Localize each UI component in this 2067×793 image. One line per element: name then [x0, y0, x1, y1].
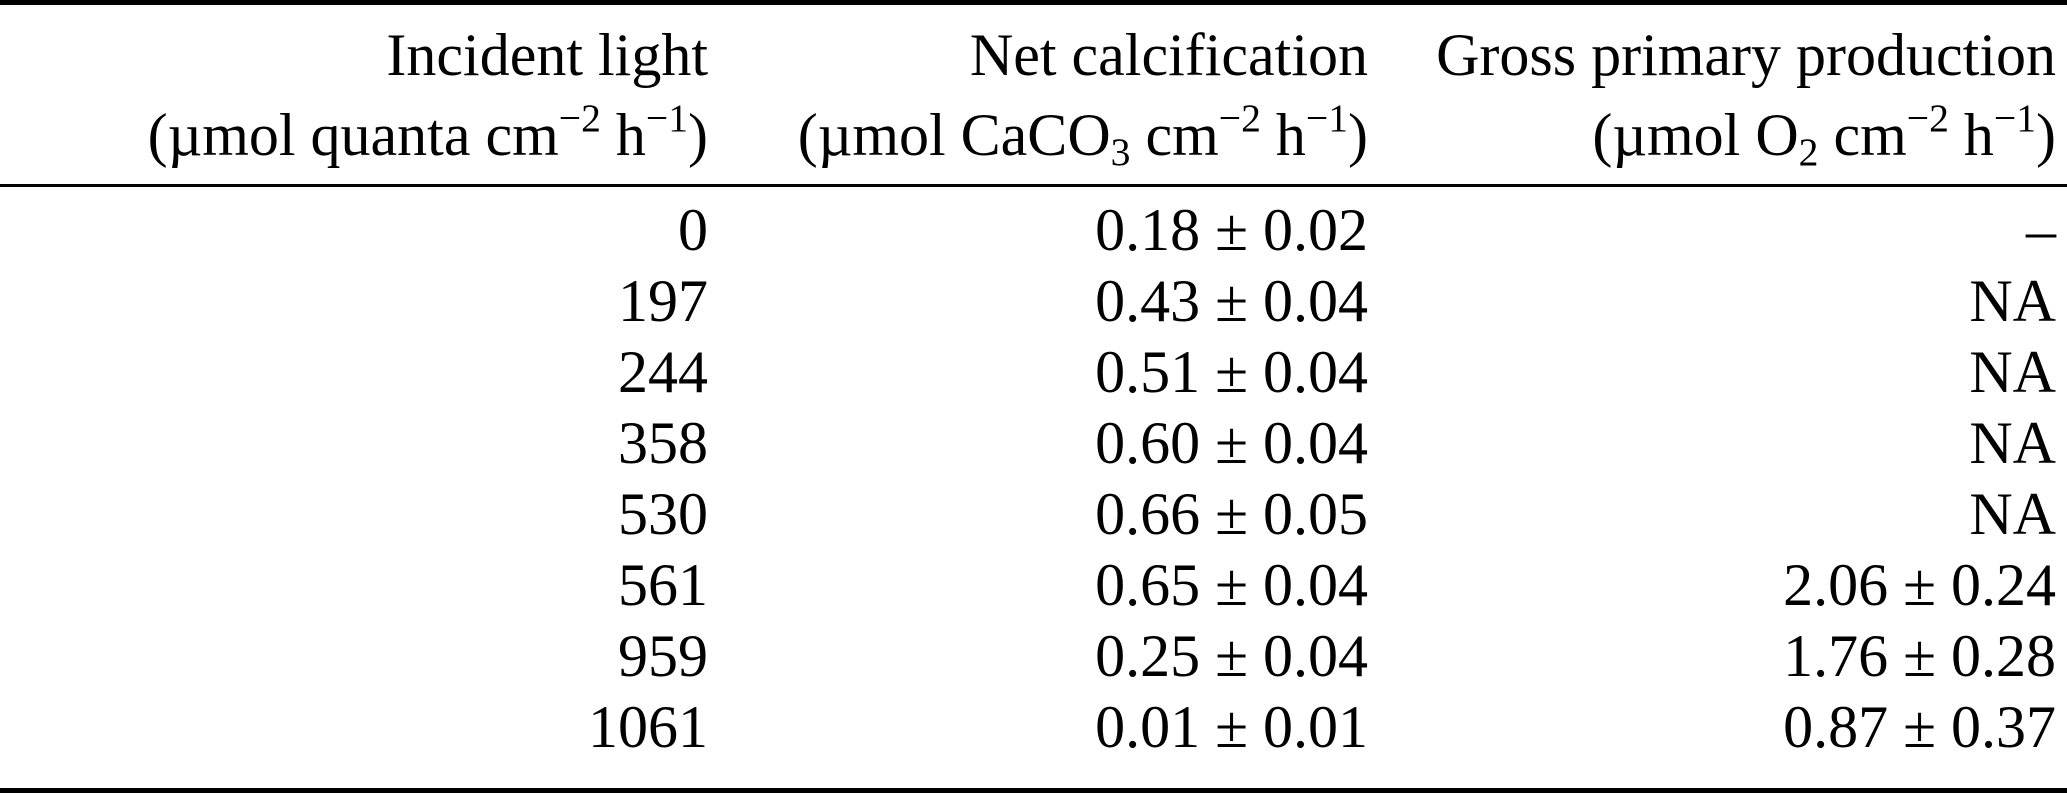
cell-net-calcification: 0.43 ± 0.04	[1095, 268, 1368, 334]
column-unit: (µmol O2 cm−2 h−1)	[1368, 95, 2056, 175]
table-row: 358 0.60 ± 0.04 NA	[0, 408, 2056, 479]
column-header-net-calcification: Net calcification (µmol CaCO3 cm−2 h−1)	[708, 15, 1368, 175]
table-row: 197 0.43 ± 0.04 NA	[0, 266, 2056, 337]
table-row: 530 0.66 ± 0.05 NA	[0, 479, 2056, 550]
cell-gross-primary-production: NA	[1969, 339, 2056, 405]
table-row: 561 0.65 ± 0.04 2.06 ± 0.24	[0, 550, 2056, 621]
column-unit: (µmol CaCO3 cm−2 h−1)	[708, 95, 1368, 175]
unit-text: (µmol quanta cm	[147, 102, 559, 168]
cell-net-calcification: 0.60 ± 0.04	[1095, 410, 1368, 476]
cell-incident-light: 244	[618, 339, 708, 405]
table-top-rule	[0, 0, 2067, 5]
cell-gross-primary-production: –	[2026, 197, 2056, 263]
cell-gross-primary-production: NA	[1969, 268, 2056, 334]
unit-superscript: −1	[1993, 96, 2037, 141]
cell-gross-primary-production: NA	[1969, 410, 2056, 476]
unit-subscript: 2	[1798, 129, 1819, 174]
cell-gross-primary-production: NA	[1969, 481, 2056, 547]
table-row: 959 0.25 ± 0.04 1.76 ± 0.28	[0, 621, 2056, 692]
table-row: 0 0.18 ± 0.02 –	[0, 195, 2056, 266]
unit-text: (µmol CaCO	[797, 102, 1111, 168]
cell-net-calcification: 0.65 ± 0.04	[1095, 552, 1368, 618]
column-title: Net calcification	[969, 22, 1368, 88]
column-header-gross-primary-production: Gross primary production (µmol O2 cm−2 h…	[1368, 15, 2056, 175]
cell-gross-primary-production: 2.06 ± 0.24	[1783, 552, 2056, 618]
unit-text: cm	[1818, 102, 1907, 168]
column-title: Incident light	[386, 22, 708, 88]
table-body: 0 0.18 ± 0.02 – 197 0.43 ± 0.04 NA 244 0…	[0, 187, 2067, 763]
cell-incident-light: 959	[618, 623, 708, 689]
unit-text: )	[688, 102, 708, 168]
unit-text: h	[1948, 102, 1994, 168]
table-header-rule	[0, 184, 2067, 187]
table-header: Incident light (µmol quanta cm−2 h−1) Ne…	[0, 5, 2067, 175]
cell-incident-light: 561	[618, 552, 708, 618]
column-title: Gross primary production	[1436, 22, 2056, 88]
column-unit: (µmol quanta cm−2 h−1)	[0, 95, 708, 175]
cell-incident-light: 1061	[588, 694, 708, 760]
cell-net-calcification: 0.25 ± 0.04	[1095, 623, 1368, 689]
cell-gross-primary-production: 1.76 ± 0.28	[1783, 623, 2056, 689]
cell-incident-light: 530	[618, 481, 708, 547]
cell-net-calcification: 0.66 ± 0.05	[1095, 481, 1368, 547]
unit-superscript: −2	[1906, 96, 1949, 141]
cell-net-calcification: 0.01 ± 0.01	[1095, 694, 1368, 760]
unit-text: (µmol O	[1592, 102, 1799, 168]
unit-subscript: 3	[1110, 129, 1131, 174]
unit-text: cm	[1130, 102, 1219, 168]
unit-superscript: −2	[1218, 96, 1261, 141]
unit-superscript: −1	[1305, 96, 1349, 141]
table-row: 244 0.51 ± 0.04 NA	[0, 337, 2056, 408]
unit-superscript: −2	[558, 96, 601, 141]
cell-incident-light: 0	[678, 197, 708, 263]
unit-text: h	[600, 102, 646, 168]
table-bottom-rule	[0, 788, 2067, 793]
unit-superscript: −1	[645, 96, 689, 141]
cell-incident-light: 358	[618, 410, 708, 476]
cell-net-calcification: 0.18 ± 0.02	[1095, 197, 1368, 263]
unit-text: )	[2036, 102, 2056, 168]
cell-incident-light: 197	[618, 268, 708, 334]
unit-text: h	[1260, 102, 1306, 168]
column-header-incident-light: Incident light (µmol quanta cm−2 h−1)	[0, 15, 708, 175]
cell-gross-primary-production: 0.87 ± 0.37	[1783, 694, 2056, 760]
unit-text: )	[1348, 102, 1368, 168]
table-row: 1061 0.01 ± 0.01 0.87 ± 0.37	[0, 692, 2056, 763]
cell-net-calcification: 0.51 ± 0.04	[1095, 339, 1368, 405]
